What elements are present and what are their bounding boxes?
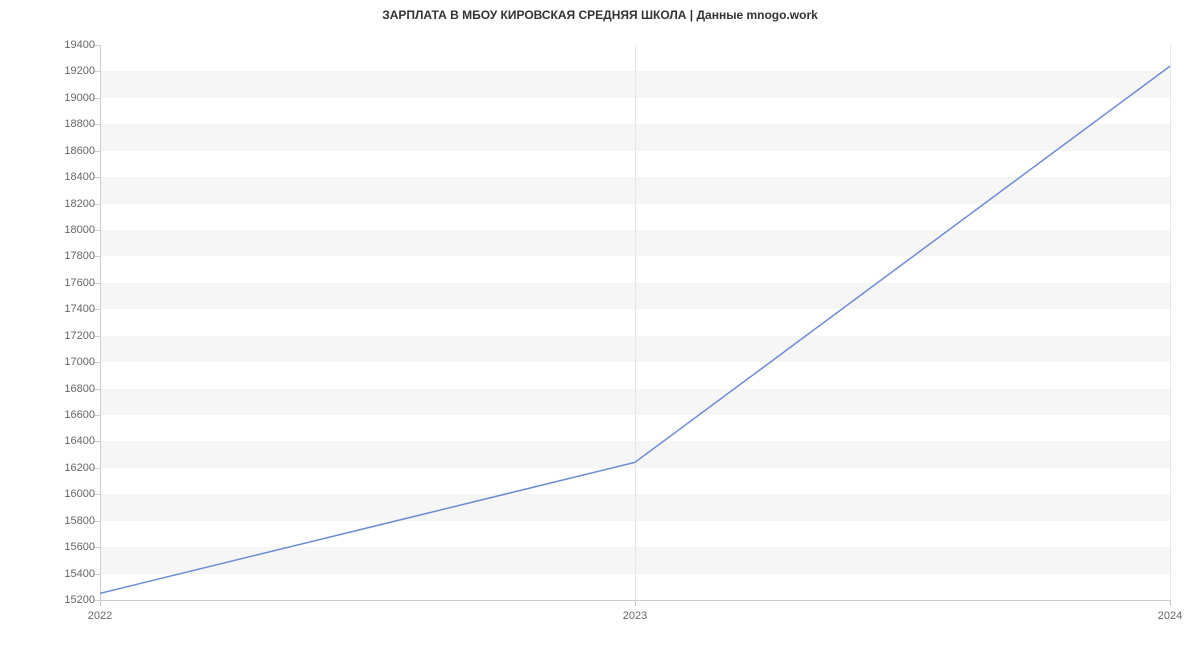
y-tick-label: 18000 <box>45 224 95 236</box>
y-tick-label: 16400 <box>45 435 95 447</box>
chart-container: ЗАРПЛАТА В МБОУ КИРОВСКАЯ СРЕДНЯЯ ШКОЛА … <box>0 0 1200 650</box>
y-tick-label: 18600 <box>45 145 95 157</box>
gridline-vertical <box>1170 45 1171 600</box>
y-tick-label: 19200 <box>45 65 95 77</box>
x-tick-label: 2023 <box>623 610 647 622</box>
y-tick-label: 17600 <box>45 277 95 289</box>
y-tick-label: 15600 <box>45 541 95 553</box>
y-tick-label: 19000 <box>45 92 95 104</box>
plot-area: 1520015400156001580016000162001640016600… <box>100 45 1170 600</box>
x-tick <box>100 600 101 606</box>
y-tick-label: 16200 <box>45 462 95 474</box>
x-tick-label: 2022 <box>88 610 112 622</box>
y-tick-label: 18400 <box>45 171 95 183</box>
y-tick-label: 19400 <box>45 39 95 51</box>
y-tick-label: 17800 <box>45 250 95 262</box>
y-tick-label: 17000 <box>45 356 95 368</box>
line-series-layer <box>100 45 1170 600</box>
x-tick <box>635 600 636 606</box>
y-tick-label: 15800 <box>45 515 95 527</box>
x-tick-label: 2024 <box>1158 610 1182 622</box>
line-series <box>100 66 1170 593</box>
y-tick-label: 18200 <box>45 198 95 210</box>
y-tick-label: 18800 <box>45 118 95 130</box>
y-tick-label: 16800 <box>45 383 95 395</box>
chart-title: ЗАРПЛАТА В МБОУ КИРОВСКАЯ СРЕДНЯЯ ШКОЛА … <box>0 8 1200 22</box>
y-tick-label: 15200 <box>45 594 95 606</box>
x-tick <box>1170 600 1171 606</box>
y-tick-label: 17400 <box>45 303 95 315</box>
y-tick-label: 16000 <box>45 488 95 500</box>
y-tick-label: 17200 <box>45 330 95 342</box>
y-tick-label: 15400 <box>45 568 95 580</box>
y-tick-label: 16600 <box>45 409 95 421</box>
